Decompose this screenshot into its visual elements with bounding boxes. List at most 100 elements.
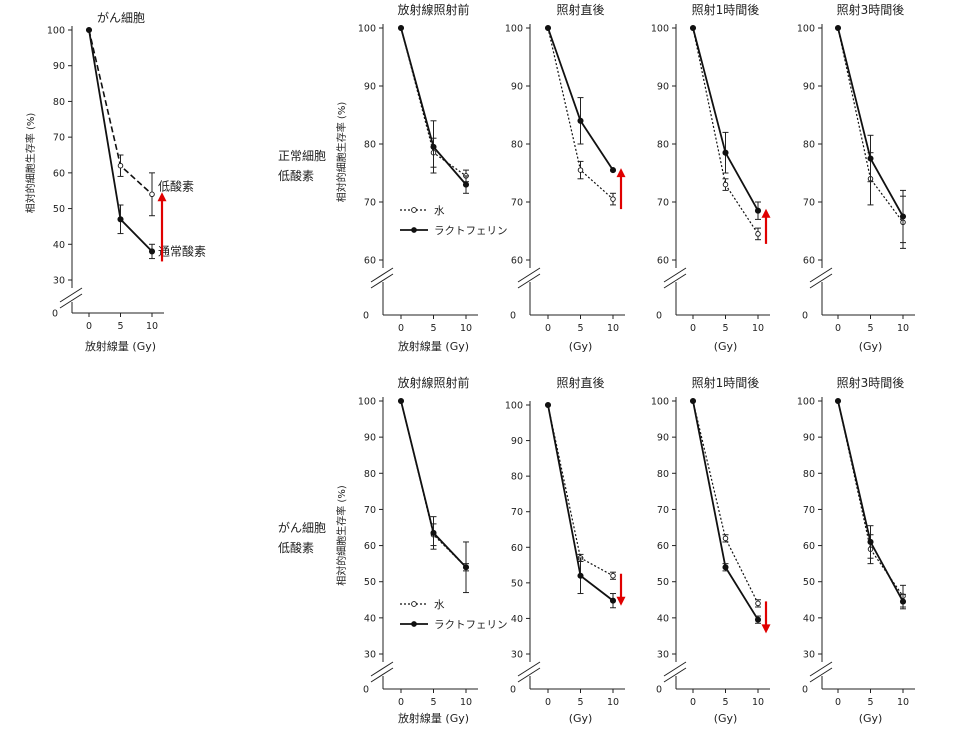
data-point xyxy=(397,397,405,405)
x-tick-label: 10 xyxy=(607,697,619,708)
axis-break-mark xyxy=(663,667,687,683)
y-tick-label: 30 xyxy=(803,650,815,661)
y-tick-label: 70 xyxy=(803,198,815,209)
y-tick-label-zero: 0 xyxy=(656,311,662,322)
y-tick-label: 60 xyxy=(364,541,376,552)
x-tick-label: 0 xyxy=(835,323,841,334)
x-axis-label: 放射線量 (Gy) xyxy=(398,339,469,353)
y-tick-label: 80 xyxy=(364,469,376,480)
x-tick-label: 5 xyxy=(722,323,728,334)
y-axis-label: 相対的細胞生存率 (%) xyxy=(24,113,37,214)
y-tick-label: 80 xyxy=(803,469,815,480)
legend-marker xyxy=(411,601,417,607)
data-point xyxy=(722,181,729,188)
chart-cancer-1h: 照射1時間後 30 40 50 60 70 80 90 100 0 0 5 10 (Gy) xyxy=(651,375,771,725)
x-tick-label: 10 xyxy=(460,323,472,334)
y-tick-label: 50 xyxy=(657,577,669,588)
axis-break-mark xyxy=(809,667,833,683)
data-point xyxy=(462,564,470,571)
chart-title: 照射3時間後 xyxy=(837,375,905,390)
y-tick-label: 40 xyxy=(511,614,523,625)
x-tick-label: 5 xyxy=(722,697,728,708)
y-tick-label: 90 xyxy=(53,61,65,72)
legend-marker xyxy=(411,621,417,627)
legend-label: 水 xyxy=(434,205,445,217)
y-tick-label-zero: 0 xyxy=(802,311,808,322)
data-point xyxy=(577,117,584,124)
y-tick-label: 50 xyxy=(803,577,815,588)
data-point xyxy=(577,167,584,173)
y-tick-label-zero: 0 xyxy=(510,685,516,696)
y-tick-label: 60 xyxy=(803,541,815,552)
axis-break-mark xyxy=(59,293,83,309)
y-tick-label-zero: 0 xyxy=(52,309,58,320)
y-tick-label: 40 xyxy=(803,613,815,624)
y-tick-label: 70 xyxy=(511,507,523,518)
y-tick-label: 100 xyxy=(358,397,376,408)
data-point xyxy=(544,401,552,409)
y-tick-label: 30 xyxy=(53,276,65,287)
axis-break-mark xyxy=(663,661,687,677)
x-tick-label: 5 xyxy=(117,321,123,332)
y-tick-label: 100 xyxy=(797,24,815,35)
y-tick-label: 70 xyxy=(803,505,815,516)
row-label-normal-line2: 低酸素 xyxy=(278,169,315,183)
data-point xyxy=(577,572,584,579)
data-point xyxy=(148,248,156,255)
axis-break-mark xyxy=(517,661,541,677)
y-axis-label: 相対的細胞生存率 (%) xyxy=(335,485,348,586)
chart-normal-3h: 照射3時間後 60 70 80 90 100 0 0 5 10 (Gy) xyxy=(797,2,915,353)
x-tick-label: 10 xyxy=(607,323,619,334)
data-point xyxy=(610,196,616,202)
x-axis-label: (Gy) xyxy=(859,712,883,725)
y-tick-label: 80 xyxy=(364,140,376,151)
data-point xyxy=(609,597,617,604)
legend-label: 水 xyxy=(434,599,445,611)
y-tick-label-zero: 0 xyxy=(363,311,369,322)
x-axis-label: 放射線量 (Gy) xyxy=(398,711,469,725)
data-point xyxy=(867,538,874,546)
axis-break-mark xyxy=(663,267,687,283)
y-tick-label-zero: 0 xyxy=(802,685,808,696)
data-point xyxy=(834,24,842,32)
x-tick-label: 0 xyxy=(690,697,696,708)
axis-break-mark xyxy=(517,273,541,289)
y-tick-label: 70 xyxy=(53,133,65,144)
y-tick-label: 50 xyxy=(511,578,523,589)
x-tick-label: 10 xyxy=(146,321,158,332)
emphasis-arrow-head xyxy=(157,192,167,202)
x-tick-label: 10 xyxy=(897,323,909,334)
series-line-1 xyxy=(692,400,759,621)
row-label-cancer: がん細胞 低酸素 xyxy=(278,518,326,558)
x-tick-label: 5 xyxy=(430,323,436,334)
y-tick-label-zero: 0 xyxy=(510,311,516,322)
x-tick-label: 5 xyxy=(867,697,873,708)
series-line-0 xyxy=(837,400,904,597)
axis-break-mark xyxy=(370,661,394,677)
y-tick-label: 100 xyxy=(797,397,815,408)
emphasis-arrow-head xyxy=(616,168,626,178)
y-tick-label: 60 xyxy=(53,168,65,179)
chart-cancer-pre: 放射線照射前 30 40 50 60 70 80 90 100 0 0 5 10 放射線量 (Gy) 相対的… xyxy=(335,375,508,725)
y-tick-label: 60 xyxy=(511,543,523,554)
y-tick-label: 90 xyxy=(803,433,815,444)
legend-label: ラクトフェリン xyxy=(434,619,508,631)
y-tick-label-zero: 0 xyxy=(656,685,662,696)
chart-title: がん細胞 xyxy=(97,10,145,25)
series-label: 低酸素 xyxy=(158,178,194,193)
data-point xyxy=(430,529,437,536)
data-point xyxy=(610,572,616,579)
y-tick-label: 90 xyxy=(364,82,376,93)
chart-title: 照射1時間後 xyxy=(692,375,760,390)
axis-break-mark xyxy=(517,667,541,683)
y-axis-label: 相対的細胞生存率 (%) xyxy=(335,102,348,203)
emphasis-arrow-head xyxy=(616,596,626,606)
data-point xyxy=(754,207,762,214)
axis-break-mark xyxy=(370,273,394,289)
y-tick-label: 40 xyxy=(364,613,376,624)
chart-title: 照射1時間後 xyxy=(692,2,760,17)
legend-label: ラクトフェリン xyxy=(434,225,508,237)
axis-break-mark xyxy=(809,273,833,289)
data-point xyxy=(899,213,907,220)
